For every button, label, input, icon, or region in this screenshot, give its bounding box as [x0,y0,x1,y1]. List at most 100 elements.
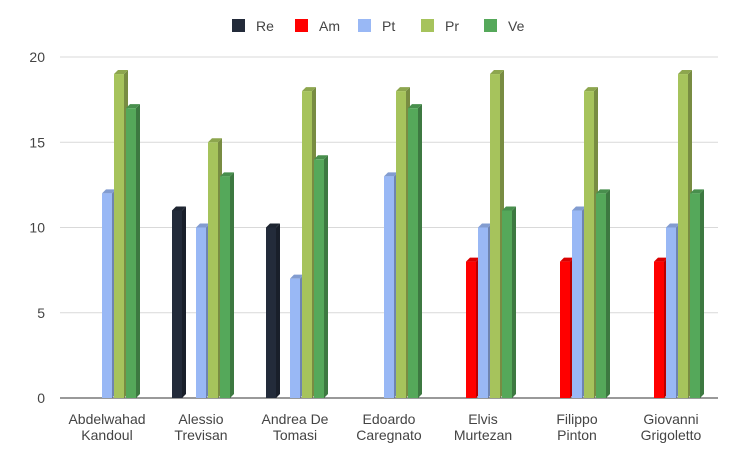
y-tick-label: 20 [29,49,45,65]
bar-top [102,189,116,194]
bar-re-2 [266,223,280,398]
bar-top [666,223,680,228]
legend-label: Pt [382,18,395,34]
bar-front [502,210,512,398]
bar-ve-0 [126,104,140,399]
bar-pr-3 [396,87,410,398]
bar-top [654,257,668,262]
category-label: Edoardo [363,411,416,427]
y-axis-ticks: 0 5 10 15 20 [29,49,45,406]
legend-item-am[interactable]: Am [295,18,340,34]
category-label: Trevisan [174,427,227,443]
bar-top [596,189,610,194]
bar-top [678,70,692,75]
bar-top [126,104,140,109]
bar-front [596,193,606,398]
legend-swatch [358,19,371,32]
bar-pt-1 [196,223,210,398]
bar-top [572,206,586,211]
bar-front [466,261,476,398]
bar-pr-1 [208,138,222,398]
bar-top [478,223,492,228]
legend-swatch [484,19,497,32]
bar-pt-2 [290,274,304,398]
bar-pr-4 [490,70,504,399]
legend-swatch [232,19,245,32]
bar-top [196,223,210,228]
bar-pr-6 [678,70,692,399]
bar-am-4 [466,257,480,398]
bar-pt-5 [572,206,586,398]
bar-front [114,74,124,399]
bar-top [466,257,480,262]
bar-front [314,159,324,398]
bar-front [126,108,136,399]
legend-item-pt[interactable]: Pt [358,18,395,34]
category-label: Tomasi [273,427,317,443]
category-label: Kandoul [81,427,132,443]
bar-front [220,176,230,398]
bar-top [266,223,280,228]
category-label: Grigoletto [641,427,702,443]
y-tick-label: 5 [37,305,45,321]
bar-front [208,142,218,398]
category-label: Abdelwahad [68,411,145,427]
bar-top [690,189,704,194]
legend-label: Am [319,18,340,34]
bar-front [654,261,664,398]
bar-front [478,227,488,398]
legend-label: Ve [508,18,525,34]
bar-re-1 [172,206,186,398]
legend-swatch [295,19,308,32]
bar-top [290,274,304,279]
bar-side [606,189,610,398]
bar-top [584,87,598,92]
bar-front [266,227,276,398]
bar-ve-5 [596,189,610,398]
category-label: Andrea De [262,411,329,427]
legend: Re Am Pt Pr Ve [232,18,525,34]
y-tick-label: 15 [29,134,45,150]
legend-item-re[interactable]: Re [232,18,274,34]
bar-ve-6 [690,189,704,398]
bar-ve-1 [220,172,234,398]
bar-front [666,227,676,398]
bar-top [502,206,516,211]
bar-front [396,91,406,398]
bar-am-5 [560,257,574,398]
bar-front [490,74,500,399]
bar-top [314,155,328,160]
y-tick-label: 10 [29,220,45,236]
legend-item-pr[interactable]: Pr [421,18,459,34]
category-label: Elvis [468,411,498,427]
bar-pr-2 [302,87,316,398]
bar-am-6 [654,257,668,398]
bar-side [136,104,140,399]
bar-front [384,176,394,398]
bar-side [324,155,328,398]
category-label: Caregnato [356,427,422,443]
bars [102,70,704,399]
bar-top [220,172,234,177]
bar-side [512,206,516,398]
bar-pr-0 [114,70,128,399]
bar-front [196,227,206,398]
bar-side [418,104,422,399]
legend-item-ve[interactable]: Ve [484,18,525,34]
bar-ve-3 [408,104,422,399]
category-label: Filippo [556,411,597,427]
bar-ve-2 [314,155,328,398]
legend-label: Re [256,18,274,34]
bar-top [302,87,316,92]
bar-front [584,91,594,398]
bar-top [396,87,410,92]
bar-side [276,223,280,398]
bar-top [490,70,504,75]
y-tick-label: 0 [37,390,45,406]
bar-front [572,210,582,398]
bar-side [700,189,704,398]
bar-top [384,172,398,177]
bar-top [114,70,128,75]
